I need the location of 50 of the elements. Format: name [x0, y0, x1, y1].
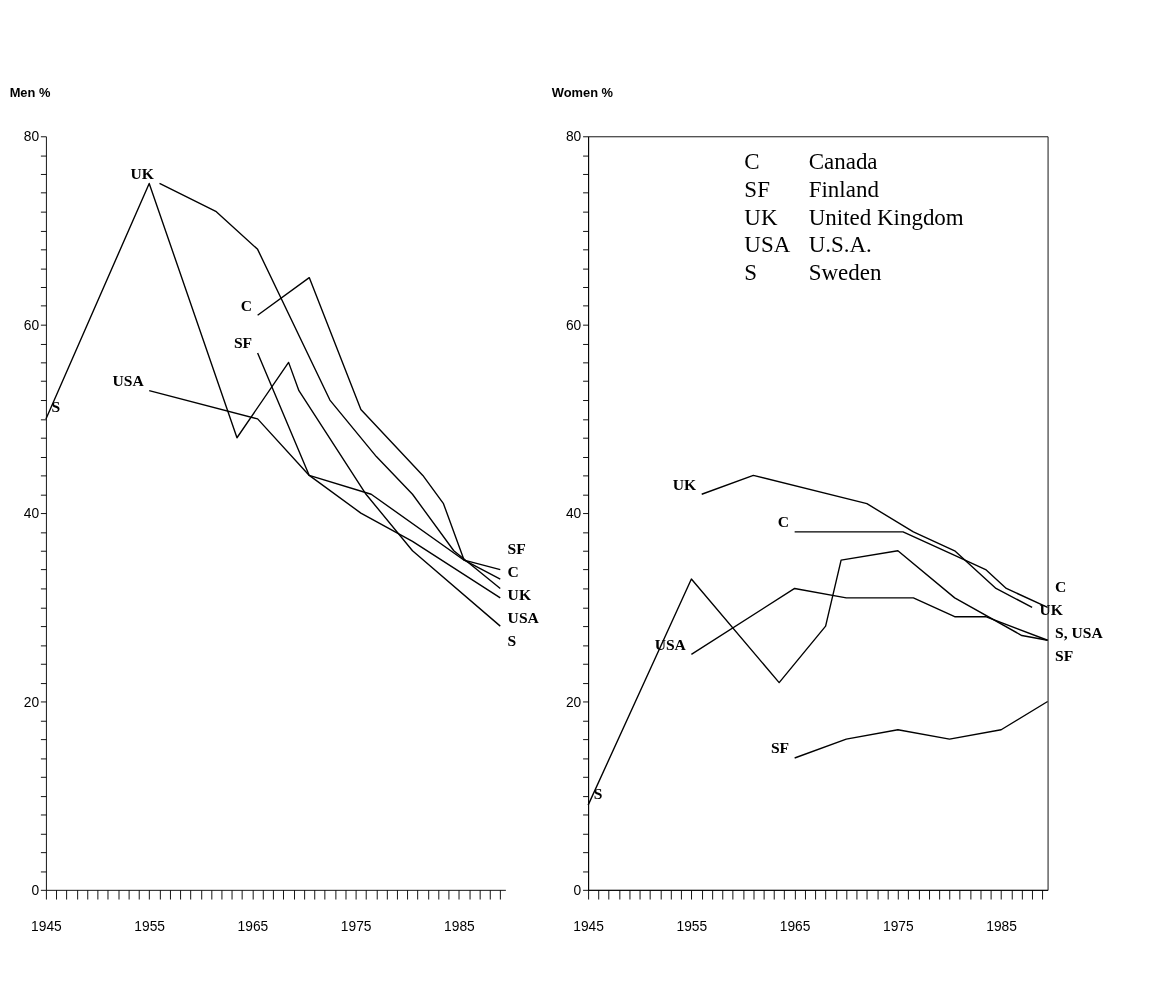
annotation: S — [744, 259, 758, 285]
annotation: UK — [507, 585, 532, 603]
y-tick-label: 0 — [31, 882, 40, 898]
annotation: United Kingdom — [808, 204, 964, 230]
annotation: S — [593, 784, 603, 802]
annotation: UK — [1039, 600, 1064, 618]
annotation: SF — [1054, 646, 1074, 664]
annotation: USA — [744, 232, 791, 258]
y-tick-label: 40 — [23, 506, 40, 522]
y-axis-title: Women % — [551, 85, 614, 101]
y-tick-label: 20 — [23, 694, 40, 710]
annotation: S, USA — [1054, 623, 1104, 641]
annotation: C — [777, 513, 790, 531]
y-tick-label: 60 — [23, 317, 40, 333]
annotation: SF — [770, 739, 790, 757]
y-tick-label: 20 — [565, 694, 582, 710]
annotation: USA — [507, 608, 540, 626]
annotation: U.S.A. — [808, 232, 872, 258]
x-tick-label: 1965 — [779, 918, 811, 934]
x-tick-label: 1955 — [676, 918, 708, 934]
annotation: C — [240, 296, 253, 314]
y-tick-label: 40 — [565, 506, 582, 522]
annotation: UK — [130, 164, 155, 182]
y-axis-title: Men % — [9, 85, 51, 101]
y-tick-label: 60 — [565, 317, 582, 333]
annotation: SF — [507, 539, 526, 557]
y-tick-label: 0 — [573, 882, 582, 898]
x-tick-label: 1985 — [444, 918, 476, 934]
annotation: Sweden — [808, 259, 882, 285]
x-tick-label: 1945 — [573, 918, 605, 934]
annotation: SF — [744, 176, 770, 202]
x-tick-label: 1975 — [883, 918, 915, 934]
x-tick-label: 1965 — [237, 918, 269, 934]
annotation: C — [744, 149, 760, 175]
annotation: C — [1054, 577, 1067, 595]
annotation: S — [507, 631, 517, 649]
y-tick-label: 80 — [565, 129, 582, 145]
annotation: C — [507, 562, 519, 580]
x-tick-label: 1945 — [31, 918, 63, 934]
x-tick-label: 1985 — [986, 918, 1018, 934]
annotation: S — [51, 398, 61, 416]
annotation: USA — [112, 372, 145, 390]
annotation: Canada — [808, 149, 878, 175]
x-tick-label: 1955 — [134, 918, 166, 934]
annotation: UK — [744, 204, 778, 230]
y-tick-label: 80 — [23, 129, 40, 145]
annotation: SF — [233, 334, 253, 352]
annotation: Finland — [808, 176, 880, 202]
x-tick-label: 1975 — [340, 918, 372, 934]
annotation: UK — [672, 475, 698, 493]
